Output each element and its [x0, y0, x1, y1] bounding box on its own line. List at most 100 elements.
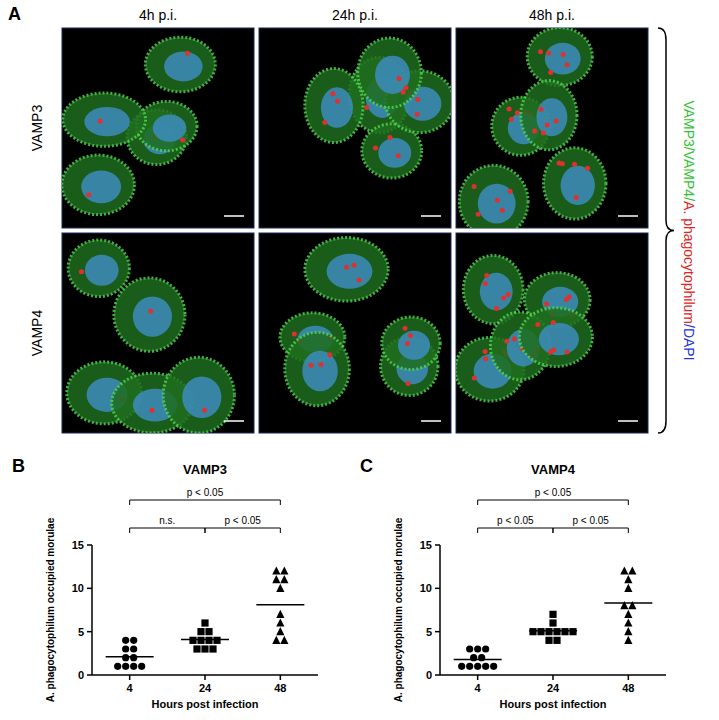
dot	[537, 628, 544, 635]
title: VAMP3	[183, 462, 227, 477]
y-tick	[87, 588, 92, 590]
bacterium	[403, 326, 408, 331]
figure: A4h p.i.24h p.i.48h p.i.VAMP3VAMP4VAMP3/…	[0, 0, 719, 720]
dot	[130, 645, 137, 652]
dot	[569, 628, 576, 635]
channel-label: VAMP3/VAMP4/A. phagocytophilum/DAPI	[681, 100, 697, 360]
x-tick	[129, 675, 131, 680]
cell	[68, 240, 129, 297]
x-tick	[552, 675, 554, 680]
dot	[466, 645, 473, 652]
cell	[136, 101, 197, 150]
y-axis	[91, 545, 93, 675]
bacterium	[292, 331, 297, 336]
x-tick-label: 48	[274, 682, 286, 694]
bacterium	[357, 278, 362, 283]
dot	[193, 645, 200, 652]
bacterium	[574, 195, 579, 200]
y-tick	[87, 674, 92, 676]
bacterium	[185, 51, 190, 56]
scale-bar	[618, 420, 638, 422]
column-header: 48h p.i.	[529, 7, 575, 23]
cells	[305, 38, 451, 178]
cells	[62, 37, 215, 214]
y-tick	[435, 588, 440, 590]
cell	[145, 37, 215, 92]
x-tick-label: 48	[622, 682, 634, 694]
title: VAMP4	[531, 462, 576, 477]
dot	[276, 610, 284, 618]
scale-bar	[421, 215, 441, 217]
nucleus	[133, 296, 172, 336]
bacterium	[148, 309, 153, 314]
dot	[474, 645, 481, 652]
dot	[478, 654, 485, 661]
bacterium	[364, 105, 369, 110]
nucleus	[182, 376, 221, 418]
dot	[482, 645, 489, 652]
bacterium	[330, 91, 335, 96]
bacterium	[509, 117, 514, 122]
dot	[561, 628, 568, 635]
bacterium	[545, 123, 550, 128]
bacterium	[401, 90, 406, 95]
bacterium	[318, 362, 323, 367]
scale-bar	[224, 420, 244, 422]
dot	[276, 584, 284, 592]
micrograph	[259, 233, 451, 433]
bacterium	[408, 333, 413, 338]
micrograph	[62, 28, 254, 228]
bracket	[553, 528, 628, 533]
bacterium	[415, 97, 420, 102]
channel-part: VAMP3/VAMP4/	[681, 100, 697, 201]
y-tick	[435, 674, 440, 676]
cell	[358, 38, 422, 107]
dot	[272, 636, 280, 644]
bacterium	[512, 337, 517, 342]
y-tick	[435, 631, 440, 633]
bacterium	[548, 70, 553, 75]
bacterium	[532, 129, 537, 134]
y-tick-label: 5	[78, 626, 84, 638]
mean-line	[106, 656, 154, 658]
bacterium	[472, 375, 477, 380]
dot	[197, 628, 204, 635]
dot	[122, 654, 129, 661]
significance-label: n.s.	[159, 515, 175, 526]
x-tick-label: 4	[475, 682, 482, 694]
bacterium	[500, 208, 505, 213]
bacterium	[406, 381, 411, 386]
dot	[272, 575, 280, 583]
cell	[521, 81, 577, 150]
scale-bar	[618, 215, 638, 217]
dot	[545, 628, 552, 635]
dot	[276, 627, 284, 635]
image-frame	[456, 28, 648, 228]
significance-label: p < 0.05	[224, 515, 261, 526]
dot	[553, 637, 560, 644]
dot	[549, 619, 556, 626]
nucleus	[561, 166, 595, 205]
dot	[620, 601, 628, 609]
bacterium	[544, 302, 549, 307]
image-frame	[62, 233, 254, 433]
bacterium	[501, 296, 506, 301]
dot	[482, 663, 489, 670]
column-header: 24h p.i.	[332, 7, 378, 23]
nucleus	[321, 87, 353, 128]
dot	[490, 663, 497, 670]
image-frame	[456, 233, 648, 433]
dot	[122, 663, 129, 670]
dot	[628, 601, 636, 609]
mean-line	[454, 659, 502, 661]
bacterium	[309, 363, 314, 368]
dot	[130, 637, 137, 644]
dot	[624, 610, 632, 618]
x-tick-label: 24	[547, 682, 560, 694]
y-tick-label: 15	[72, 539, 84, 551]
dot	[624, 627, 632, 635]
bacterium	[352, 263, 357, 268]
dot	[122, 637, 129, 644]
bacterium	[415, 112, 420, 117]
cell	[527, 28, 592, 86]
